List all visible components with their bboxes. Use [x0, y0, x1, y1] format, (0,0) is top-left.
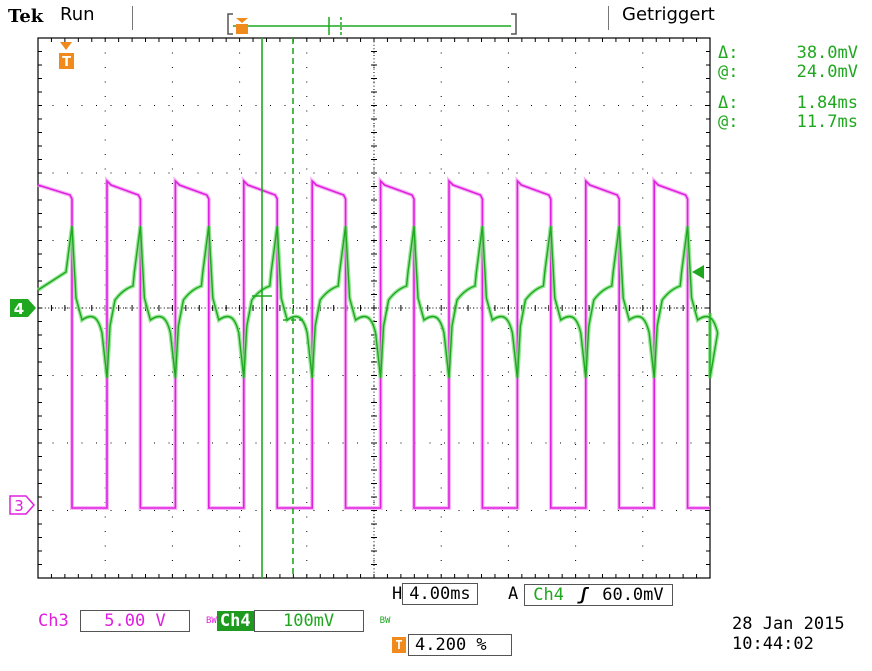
horizontal-label: H	[392, 584, 403, 604]
header-divider	[608, 6, 609, 30]
trigger-position-label: T	[62, 55, 71, 70]
record-view-bar[interactable]	[225, 10, 525, 40]
amp-at-row: @: 24.0mV	[718, 63, 858, 82]
channel-readout: Ch3 5.00 V BW Ch4 100mV BW	[38, 610, 390, 632]
brand-logo: Tek	[8, 6, 44, 27]
waveforms	[36, 176, 720, 510]
trigger-readout[interactable]: A Ch4 ʃ 60.0mV	[508, 584, 673, 606]
amp-at-value: 24.0mV	[796, 62, 858, 82]
ch3-bw-limit-icon: BW	[206, 616, 217, 626]
at-label: @:	[718, 62, 739, 82]
ch4-bw-limit-icon: BW	[379, 616, 391, 626]
time-delta-row: Δ: 1.84ms	[718, 94, 858, 113]
trigger-source: Ch4	[533, 585, 564, 605]
ch4-ground-marker	[10, 299, 36, 317]
time-at-value: 11.7ms	[796, 112, 858, 132]
trigger-state: Getriggert	[622, 4, 715, 25]
delta-label: Δ:	[718, 43, 739, 63]
ch3-marker-label: 3	[14, 497, 24, 515]
trigger-position-readout[interactable]: T 4.200 %	[392, 634, 512, 656]
amp-delta-value: 38.0mV	[796, 43, 858, 63]
trigger-position-icon: T	[392, 637, 406, 653]
ch4-label[interactable]: Ch4	[216, 611, 254, 631]
trigger-settings[interactable]: Ch4 ʃ 60.0mV	[524, 584, 673, 606]
amp-delta-row: Δ: 38.0mV	[718, 44, 858, 63]
time-at-row: @: 11.7ms	[718, 113, 858, 132]
ch3-label[interactable]: Ch3	[38, 611, 69, 631]
time: 10:44:02	[732, 634, 814, 654]
trigger-position-marker	[59, 53, 74, 69]
record-trigger-icon	[236, 18, 248, 34]
ch3-ground-marker	[9, 495, 36, 515]
acq-label: A	[508, 584, 519, 604]
record-left-bracket	[227, 13, 233, 35]
date: 28 Jan 2015	[732, 614, 845, 634]
timestamp: 28 Jan 2015 10:44:02	[732, 614, 845, 654]
channel-markers: T 4 3	[9, 42, 704, 515]
delta-label: Δ:	[718, 93, 739, 113]
ch4-waveform	[37, 225, 719, 379]
cursors	[252, 38, 303, 578]
run-state: Run	[60, 4, 95, 25]
horizontal-scale[interactable]: 4.00ms	[402, 583, 478, 605]
time-delta-value: 1.84ms	[796, 93, 858, 113]
trigger-level-arrow	[692, 265, 704, 279]
ch3-scale[interactable]: 5.00 V	[80, 610, 190, 632]
trigger-position-value[interactable]: 4.200 %	[408, 634, 512, 656]
trigger-level: 60.0mV	[602, 585, 664, 605]
ch4-scale[interactable]: 100mV	[253, 610, 364, 632]
record-right-bracket	[511, 13, 517, 35]
at-label: @:	[718, 112, 739, 132]
rising-edge-icon: ʃ	[577, 585, 589, 605]
horizontal-readout[interactable]: H 4.00ms	[392, 583, 478, 605]
trigger-position-arrow	[60, 42, 72, 50]
cursor-readout: Δ: 38.0mV @: 24.0mV Δ: 1.84ms @: 11.7ms	[718, 44, 858, 132]
ch3-waveform	[37, 179, 710, 509]
header-divider	[132, 6, 133, 30]
ch4-marker-label: 4	[14, 300, 24, 318]
